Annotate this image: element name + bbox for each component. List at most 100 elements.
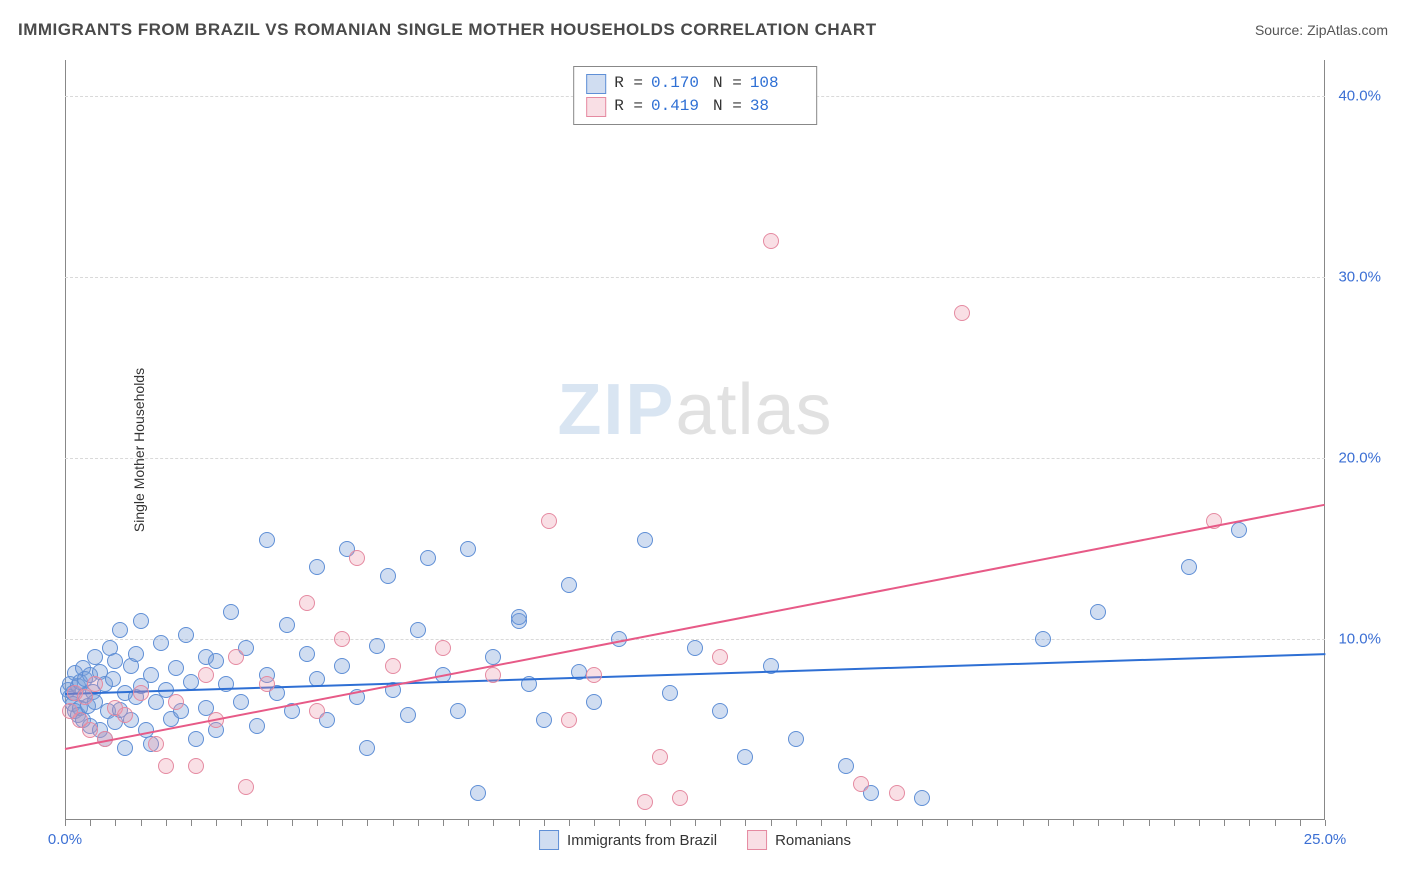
gridline [65,277,1325,278]
data-point [838,758,854,774]
x-tick [1199,820,1200,826]
x-tick [1174,820,1175,826]
data-point [359,740,375,756]
x-tick [493,820,494,826]
legend-swatch [586,74,606,94]
data-point [233,694,249,710]
x-tick [594,820,595,826]
data-point [299,646,315,662]
x-tick [972,820,973,826]
legend-n-label: N = [713,72,742,95]
x-tick [1123,820,1124,826]
data-point [652,749,668,765]
x-tick [216,820,217,826]
x-tick [1149,820,1150,826]
data-point [223,604,239,620]
data-point [889,785,905,801]
y-tick-label: 30.0% [1338,269,1381,286]
data-point [712,703,728,719]
data-point [299,595,315,611]
correlation-legend: R =0.170N =108R =0.419N = 38 [573,66,817,125]
x-tick [897,820,898,826]
data-point [511,609,527,625]
data-point [536,712,552,728]
legend-row: R =0.419N = 38 [586,95,804,118]
y-tick-label: 10.0% [1338,631,1381,648]
x-tick [619,820,620,826]
x-tick [771,820,772,826]
data-point [1035,631,1051,647]
x-tick [1325,820,1326,826]
x-tick [65,820,66,826]
x-tick [267,820,268,826]
data-point [1090,604,1106,620]
x-tick [695,820,696,826]
data-point [168,694,184,710]
x-tick [1098,820,1099,826]
legend-r-value: 0.419 [651,95,705,118]
x-tick [947,820,948,826]
data-point [420,550,436,566]
x-tick [519,820,520,826]
legend-label: Immigrants from Brazil [567,832,717,849]
x-tick [418,820,419,826]
legend-item: Romanians [747,830,851,850]
data-point [712,649,728,665]
data-point [168,660,184,676]
x-tick [166,820,167,826]
data-point [228,649,244,665]
trend-line [65,654,1325,696]
data-point [238,779,254,795]
x-tick [1048,820,1049,826]
chart-title: IMMIGRANTS FROM BRAZIL VS ROMANIAN SINGL… [18,20,877,40]
x-tick [443,820,444,826]
data-point [82,722,98,738]
x-tick [191,820,192,826]
x-tick [90,820,91,826]
y-tick-label: 20.0% [1338,450,1381,467]
x-tick [468,820,469,826]
x-tick [569,820,570,826]
data-point [334,658,350,674]
data-point [687,640,703,656]
data-point [637,532,653,548]
watermark: ZIPatlas [557,369,832,451]
legend-swatch [747,830,767,850]
legend-swatch [539,830,559,850]
data-point [148,736,164,752]
data-point [485,667,501,683]
x-tick [1300,820,1301,826]
data-point [208,653,224,669]
legend-row: R =0.170N =108 [586,72,804,95]
data-point [133,685,149,701]
x-tick [241,820,242,826]
data-point [586,667,602,683]
data-point [763,233,779,249]
legend-n-label: N = [713,95,742,118]
legend-item: Immigrants from Brazil [539,830,717,850]
data-point [788,731,804,747]
x-tick [1224,820,1225,826]
data-point [561,712,577,728]
data-point [954,305,970,321]
data-point [117,707,133,723]
data-point [334,631,350,647]
x-tick [720,820,721,826]
x-tick [1073,820,1074,826]
data-point [662,685,678,701]
data-point [309,559,325,575]
data-point [133,613,149,629]
legend-label: Romanians [775,832,851,849]
data-point [188,731,204,747]
x-tick [871,820,872,826]
data-point [672,790,688,806]
source-label: Source: ZipAtlas.com [1255,22,1388,38]
data-point [158,758,174,774]
data-point [112,622,128,638]
data-point [470,785,486,801]
data-point [914,790,930,806]
legend-n-value: 108 [750,72,804,95]
x-tick [1249,820,1250,826]
gridline [65,458,1325,459]
data-point [178,627,194,643]
